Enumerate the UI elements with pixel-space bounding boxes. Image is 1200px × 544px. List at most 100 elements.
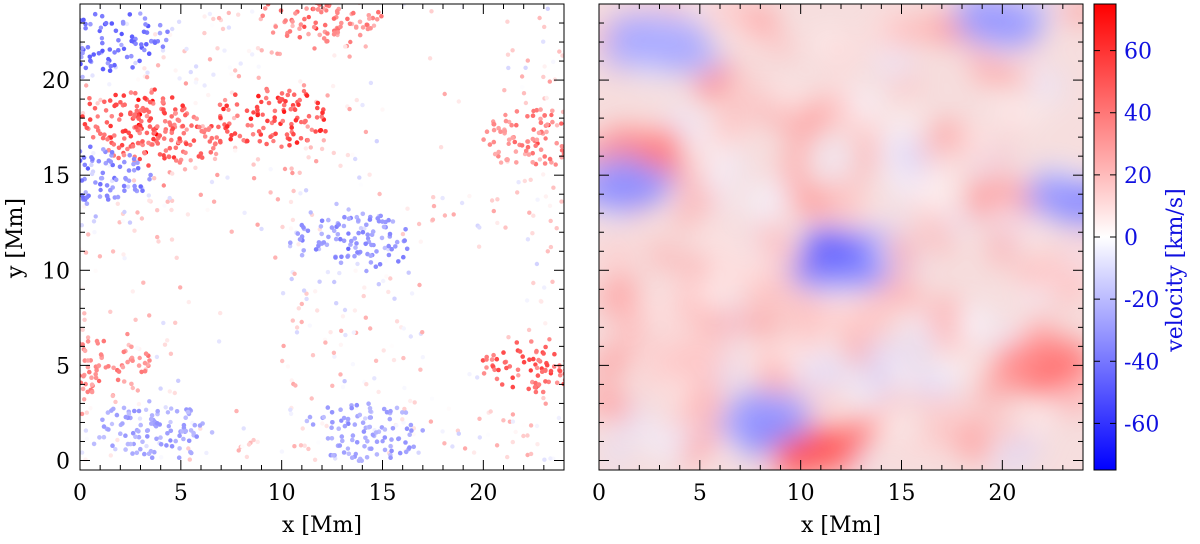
scatter-point: [278, 8, 284, 13]
scatter-point: [517, 349, 523, 354]
scatter-point: [88, 58, 93, 63]
heatmap-cell: [753, 182, 790, 231]
scatter-point: [541, 39, 546, 44]
scatter-point: [241, 426, 246, 431]
scatter-point: [363, 416, 368, 421]
scatter-point: [53, 27, 58, 32]
scatter-point: [528, 368, 533, 373]
scatter-point: [136, 116, 141, 121]
scatter-point: [355, 250, 360, 255]
scatter-point: [80, 178, 85, 183]
scatter-point: [525, 114, 530, 119]
scatter-point: [491, 127, 497, 133]
scatter-point: [183, 415, 188, 421]
scatter-point: [163, 148, 169, 153]
scatter-point: [108, 135, 114, 140]
scatter-point: [211, 199, 217, 204]
scatter-point: [550, 119, 555, 125]
scatter-point: [158, 442, 164, 447]
scatter-point: [514, 340, 520, 345]
scatter-point: [542, 154, 547, 159]
scatter-point: [337, 270, 342, 276]
scatter-point: [84, 195, 90, 200]
scatter-point: [135, 166, 141, 171]
scatter-point: [339, 20, 344, 26]
scatter-point: [574, 351, 579, 356]
scatter-point: [442, 91, 447, 97]
scatter-point: [92, 230, 97, 235]
scatter-point: [543, 344, 548, 350]
scatter-point: [363, 241, 369, 247]
scatter-point: [544, 129, 549, 135]
scatter-point: [88, 144, 93, 150]
scatter-point: [143, 96, 148, 101]
scatter-point: [31, 365, 36, 370]
scatter-point: [329, 410, 335, 415]
scatter-point: [374, 249, 379, 254]
scatter-point: [222, 48, 227, 53]
scatter-point: [126, 411, 132, 417]
scatter-point: [503, 225, 508, 230]
scatter-point: [280, 118, 286, 124]
scatter-point: [236, 74, 242, 79]
scatter-point: [275, 51, 280, 56]
heatmap-cell: [756, 225, 781, 250]
scatter-point: [167, 195, 172, 201]
scatter-point: [165, 29, 170, 35]
scatter-point: [345, 16, 350, 22]
scatter-point: [194, 434, 199, 439]
scatter-point: [279, 449, 285, 454]
scatter-point: [303, 188, 309, 193]
scatter-point: [250, 132, 256, 137]
scatter-point: [298, 22, 304, 27]
scatter-point: [92, 11, 98, 17]
colorbar-tick-label: 0: [1124, 226, 1138, 251]
scatter-point: [407, 432, 413, 438]
scatter-point: [342, 379, 347, 384]
scatter-point: [123, 447, 128, 452]
scatter-point: [349, 455, 355, 461]
scatter-point: [187, 457, 192, 462]
scatter-point: [292, 444, 297, 449]
scatter-point: [174, 409, 180, 414]
scatter-point: [80, 223, 84, 228]
scatter-point: [105, 197, 111, 202]
scatter-point: [61, 48, 66, 53]
scatter-point: [59, 38, 64, 43]
scatter-point: [268, 167, 273, 172]
scatter-point: [207, 11, 213, 17]
heatmap-cell: [829, 36, 855, 75]
scatter-point: [166, 154, 172, 160]
scatter-point: [420, 428, 426, 433]
scatter-point: [108, 64, 114, 69]
scatter-point: [229, 133, 234, 138]
scatter-point: [363, 435, 368, 441]
scatter-point: [206, 127, 211, 132]
scatter-point: [529, 339, 534, 344]
scatter-point: [589, 374, 594, 379]
scatter-point: [566, 384, 571, 389]
scatter-point: [280, 291, 286, 296]
scatter-point: [103, 108, 109, 113]
scatter-point: [125, 331, 130, 337]
scatter-point: [542, 457, 547, 462]
scatter-point: [120, 421, 125, 426]
scatter-point: [487, 142, 493, 147]
scatter-point: [216, 15, 222, 21]
scatter-point: [341, 223, 347, 229]
scatter-point: [279, 91, 285, 96]
scatter-point: [212, 141, 218, 147]
scatter-point: [102, 99, 107, 105]
scatter-point: [176, 378, 181, 383]
scatter-point: [363, 315, 368, 320]
scatter-point: [531, 280, 536, 286]
scatter-point: [491, 352, 496, 358]
scatter-point: [264, 141, 269, 147]
scatter-point: [133, 41, 138, 47]
scatter-point: [573, 157, 578, 162]
scatter-point: [176, 118, 182, 123]
scatter-point: [365, 26, 371, 32]
scatter-point: [291, 188, 296, 194]
heatmap-cell: [1062, 263, 1083, 300]
scatter-point: [515, 190, 520, 195]
